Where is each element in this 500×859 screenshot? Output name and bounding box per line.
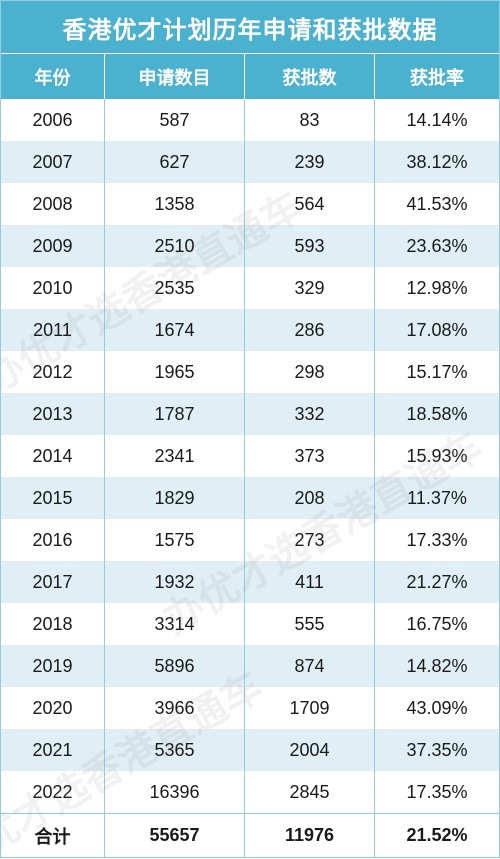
cell-apply: 16396 [105, 771, 245, 813]
cell-apply: 1674 [105, 309, 245, 351]
cell-year: 2016 [1, 519, 105, 561]
table-total-row: 合计 55657 11976 21.52% [1, 813, 499, 857]
cell-year: 2022 [1, 771, 105, 813]
table-row: 2011167428617.08% [1, 309, 499, 351]
cell-approved: 373 [245, 435, 375, 477]
card-title: 香港优才计划历年申请和获批数据 [1, 1, 499, 53]
card-title-text: 香港优才计划历年申请和获批数据 [63, 10, 438, 45]
cell-approved: 555 [245, 603, 375, 645]
cell-rate: 15.93% [375, 435, 499, 477]
col-header-year: 年份 [1, 53, 105, 99]
data-table-card: 香港优才计划历年申请和获批数据 年份 申请数目 获批数 获批率 20065878… [0, 0, 500, 858]
total-rate: 21.52% [375, 814, 499, 857]
cell-rate: 16.75% [375, 603, 499, 645]
cell-apply: 5365 [105, 729, 245, 771]
cell-year: 2013 [1, 393, 105, 435]
cell-rate: 17.33% [375, 519, 499, 561]
table-row: 2017193241121.27% [1, 561, 499, 603]
cell-rate: 14.82% [375, 645, 499, 687]
cell-approved: 273 [245, 519, 375, 561]
cell-approved: 2004 [245, 729, 375, 771]
table-row: 2018331455516.75% [1, 603, 499, 645]
table-row: 20203966170943.09% [1, 687, 499, 729]
cell-approved: 874 [245, 645, 375, 687]
table-row: 2008135856441.53% [1, 183, 499, 225]
cell-apply: 1829 [105, 477, 245, 519]
cell-apply: 1932 [105, 561, 245, 603]
cell-rate: 37.35% [375, 729, 499, 771]
cell-apply: 587 [105, 99, 245, 141]
table-row: 202216396284517.35% [1, 771, 499, 813]
cell-approved: 564 [245, 183, 375, 225]
cell-approved: 286 [245, 309, 375, 351]
total-label: 合计 [1, 814, 105, 857]
cell-year: 2018 [1, 603, 105, 645]
cell-rate: 12.98% [375, 267, 499, 309]
cell-apply: 2341 [105, 435, 245, 477]
table-row: 2014234137315.93% [1, 435, 499, 477]
cell-apply: 1358 [105, 183, 245, 225]
cell-year: 2012 [1, 351, 105, 393]
cell-approved: 593 [245, 225, 375, 267]
cell-year: 2020 [1, 687, 105, 729]
cell-year: 2014 [1, 435, 105, 477]
cell-rate: 18.58% [375, 393, 499, 435]
total-apply: 55657 [105, 814, 245, 857]
cell-rate: 15.17% [375, 351, 499, 393]
cell-apply: 1575 [105, 519, 245, 561]
cell-apply: 5896 [105, 645, 245, 687]
col-header-rate: 获批率 [375, 53, 499, 99]
cell-year: 2008 [1, 183, 105, 225]
cell-rate: 17.08% [375, 309, 499, 351]
table-body: 20065878314.14%200762723938.12%200813585… [1, 99, 499, 813]
cell-approved: 332 [245, 393, 375, 435]
cell-year: 2011 [1, 309, 105, 351]
cell-year: 2009 [1, 225, 105, 267]
cell-approved: 239 [245, 141, 375, 183]
table-row: 20065878314.14% [1, 99, 499, 141]
cell-apply: 1787 [105, 393, 245, 435]
cell-apply: 1965 [105, 351, 245, 393]
cell-approved: 2845 [245, 771, 375, 813]
cell-rate: 17.35% [375, 771, 499, 813]
table-row: 2019589687414.82% [1, 645, 499, 687]
table-row: 20215365200437.35% [1, 729, 499, 771]
cell-apply: 3314 [105, 603, 245, 645]
cell-apply: 627 [105, 141, 245, 183]
cell-approved: 411 [245, 561, 375, 603]
table-header-row: 年份 申请数目 获批数 获批率 [1, 53, 499, 99]
cell-approved: 329 [245, 267, 375, 309]
cell-year: 2021 [1, 729, 105, 771]
cell-approved: 83 [245, 99, 375, 141]
cell-rate: 21.27% [375, 561, 499, 603]
cell-rate: 38.12% [375, 141, 499, 183]
table-row: 2013178733218.58% [1, 393, 499, 435]
cell-approved: 298 [245, 351, 375, 393]
cell-year: 2019 [1, 645, 105, 687]
cell-year: 2010 [1, 267, 105, 309]
cell-rate: 41.53% [375, 183, 499, 225]
table-row: 2016157527317.33% [1, 519, 499, 561]
cell-apply: 2510 [105, 225, 245, 267]
cell-rate: 43.09% [375, 687, 499, 729]
cell-approved: 208 [245, 477, 375, 519]
table-row: 2010253532912.98% [1, 267, 499, 309]
cell-year: 2007 [1, 141, 105, 183]
cell-apply: 2535 [105, 267, 245, 309]
cell-year: 2015 [1, 477, 105, 519]
cell-rate: 23.63% [375, 225, 499, 267]
table-row: 2015182920811.37% [1, 477, 499, 519]
cell-year: 2017 [1, 561, 105, 603]
col-header-approved: 获批数 [245, 53, 375, 99]
cell-rate: 11.37% [375, 477, 499, 519]
cell-approved: 1709 [245, 687, 375, 729]
table-row: 200762723938.12% [1, 141, 499, 183]
table-row: 2009251059323.63% [1, 225, 499, 267]
cell-year: 2006 [1, 99, 105, 141]
cell-rate: 14.14% [375, 99, 499, 141]
cell-apply: 3966 [105, 687, 245, 729]
col-header-apply: 申请数目 [105, 53, 245, 99]
table-row: 2012196529815.17% [1, 351, 499, 393]
total-approved: 11976 [245, 814, 375, 857]
